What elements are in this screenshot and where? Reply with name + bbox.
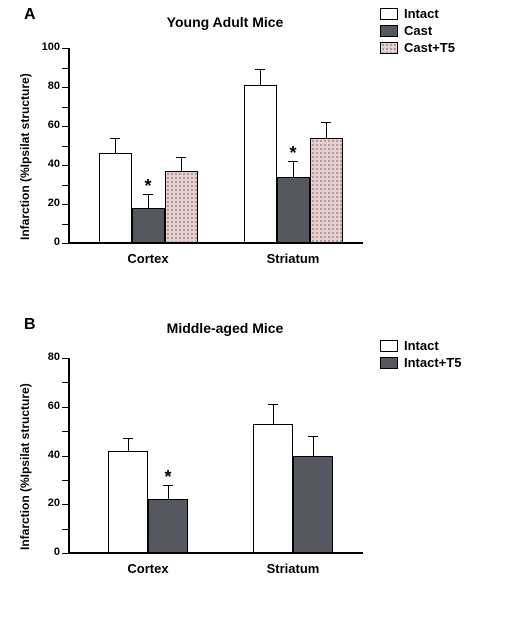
bar — [132, 208, 165, 243]
significance-marker: * — [132, 176, 165, 197]
y-tick-label: 100 — [30, 41, 60, 53]
y-tick-label: 0 — [30, 546, 60, 558]
panel-b: B Middle-aged Mice Intact Intact+T5 0204… — [0, 310, 510, 610]
panel-a-label: A — [24, 6, 36, 24]
bar — [244, 85, 277, 243]
panel-b-plot: 020406080*CortexStriatum — [68, 358, 363, 553]
bar — [293, 456, 333, 554]
legend-swatch-intact — [380, 8, 398, 20]
panel-a-plot: 020406080100*Cortex*Striatum — [68, 48, 363, 243]
y-tick-label: 20 — [30, 497, 60, 509]
panel-b-ylabel: Infarction (%Ipsilat structure) — [18, 383, 32, 550]
bar — [277, 177, 310, 243]
legend-label-b-intact: Intact — [404, 338, 439, 353]
category-label: Cortex — [98, 561, 198, 576]
legend-label-cast: Cast — [404, 23, 432, 38]
legend-item-b-intact: Intact — [380, 338, 461, 353]
y-tick-label: 80 — [30, 80, 60, 92]
legend-swatch-cast — [380, 25, 398, 37]
significance-marker: * — [277, 143, 310, 164]
y-tick-label: 40 — [30, 449, 60, 461]
panel-a-title: Young Adult Mice — [120, 14, 330, 30]
panel-a-legend: Intact Cast Cast+T5 — [380, 6, 455, 57]
bar — [108, 451, 148, 553]
legend-swatch-b-intactt5 — [380, 357, 398, 369]
bar — [99, 153, 132, 243]
panel-b-legend: Intact Intact+T5 — [380, 338, 461, 372]
legend-item-intact: Intact — [380, 6, 455, 21]
category-label: Striatum — [243, 251, 343, 266]
category-label: Cortex — [98, 251, 198, 266]
panel-a-ylabel: Infarction (%Ipsilat structure) — [18, 73, 32, 240]
bar — [253, 424, 293, 553]
legend-item-b-intactt5: Intact+T5 — [380, 355, 461, 370]
legend-item-cast: Cast — [380, 23, 455, 38]
bar — [310, 138, 343, 243]
legend-item-castt5: Cast+T5 — [380, 40, 455, 55]
y-tick-label: 0 — [30, 236, 60, 248]
bar — [148, 499, 188, 553]
legend-swatch-b-intact — [380, 340, 398, 352]
y-tick-label: 60 — [30, 400, 60, 412]
panel-b-label: B — [24, 316, 36, 334]
legend-label-castt5: Cast+T5 — [404, 40, 455, 55]
panel-b-title: Middle-aged Mice — [120, 320, 330, 336]
y-tick-label: 40 — [30, 158, 60, 170]
y-tick-label: 60 — [30, 119, 60, 131]
y-tick-label: 20 — [30, 197, 60, 209]
legend-label-intact: Intact — [404, 6, 439, 21]
significance-marker: * — [148, 467, 188, 488]
legend-label-b-intactt5: Intact+T5 — [404, 355, 461, 370]
legend-swatch-castt5 — [380, 42, 398, 54]
bar — [165, 171, 198, 243]
category-label: Striatum — [243, 561, 343, 576]
panel-a: A Young Adult Mice Intact Cast Cast+T5 0… — [0, 0, 510, 300]
y-tick-label: 80 — [30, 351, 60, 363]
